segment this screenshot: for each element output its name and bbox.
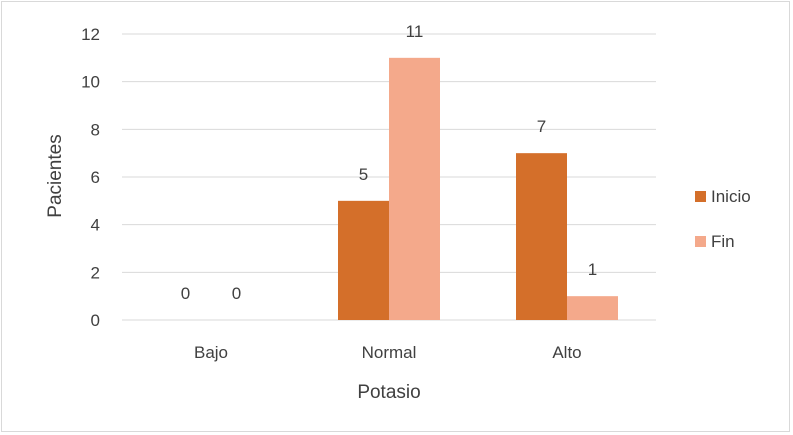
y-tick-label: 8 (91, 120, 100, 139)
data-labels: 0 0 5 11 7 1 (181, 22, 597, 303)
data-label: 0 (181, 284, 190, 303)
legend-label: Inicio (711, 187, 751, 206)
y-tick-label: 6 (91, 168, 100, 187)
y-tick-label: 4 (91, 216, 100, 235)
bar-fin-normal (389, 57, 440, 320)
bar-fin-alto (567, 296, 618, 320)
data-label: 1 (588, 260, 597, 279)
legend-swatch-inicio (695, 191, 706, 202)
data-label: 11 (406, 22, 424, 41)
bar-inicio-normal (338, 200, 389, 320)
legend-swatch-fin (695, 236, 706, 247)
y-axis-title: Pacientes (45, 134, 66, 217)
x-axis-title: Potasio (357, 382, 420, 403)
legend-label: Fin (711, 232, 735, 251)
y-tick-label: 2 (91, 263, 100, 282)
x-tick-label: Normal (362, 343, 417, 362)
y-tick-label: 0 (91, 311, 100, 330)
x-tick-label: Bajo (194, 343, 228, 362)
x-axis-tick-labels: Bajo Normal Alto (194, 343, 582, 362)
y-axis-tick-labels: 0 2 4 6 8 10 12 (81, 25, 100, 330)
bars (338, 57, 618, 320)
y-tick-label: 10 (81, 73, 100, 92)
y-tick-label: 12 (81, 25, 100, 44)
data-label: 7 (537, 117, 546, 136)
data-label: 5 (359, 165, 368, 184)
legend: Inicio Fin (695, 187, 751, 251)
data-label: 0 (232, 284, 241, 303)
x-tick-label: Alto (552, 343, 581, 362)
bar-inicio-alto (516, 153, 567, 320)
